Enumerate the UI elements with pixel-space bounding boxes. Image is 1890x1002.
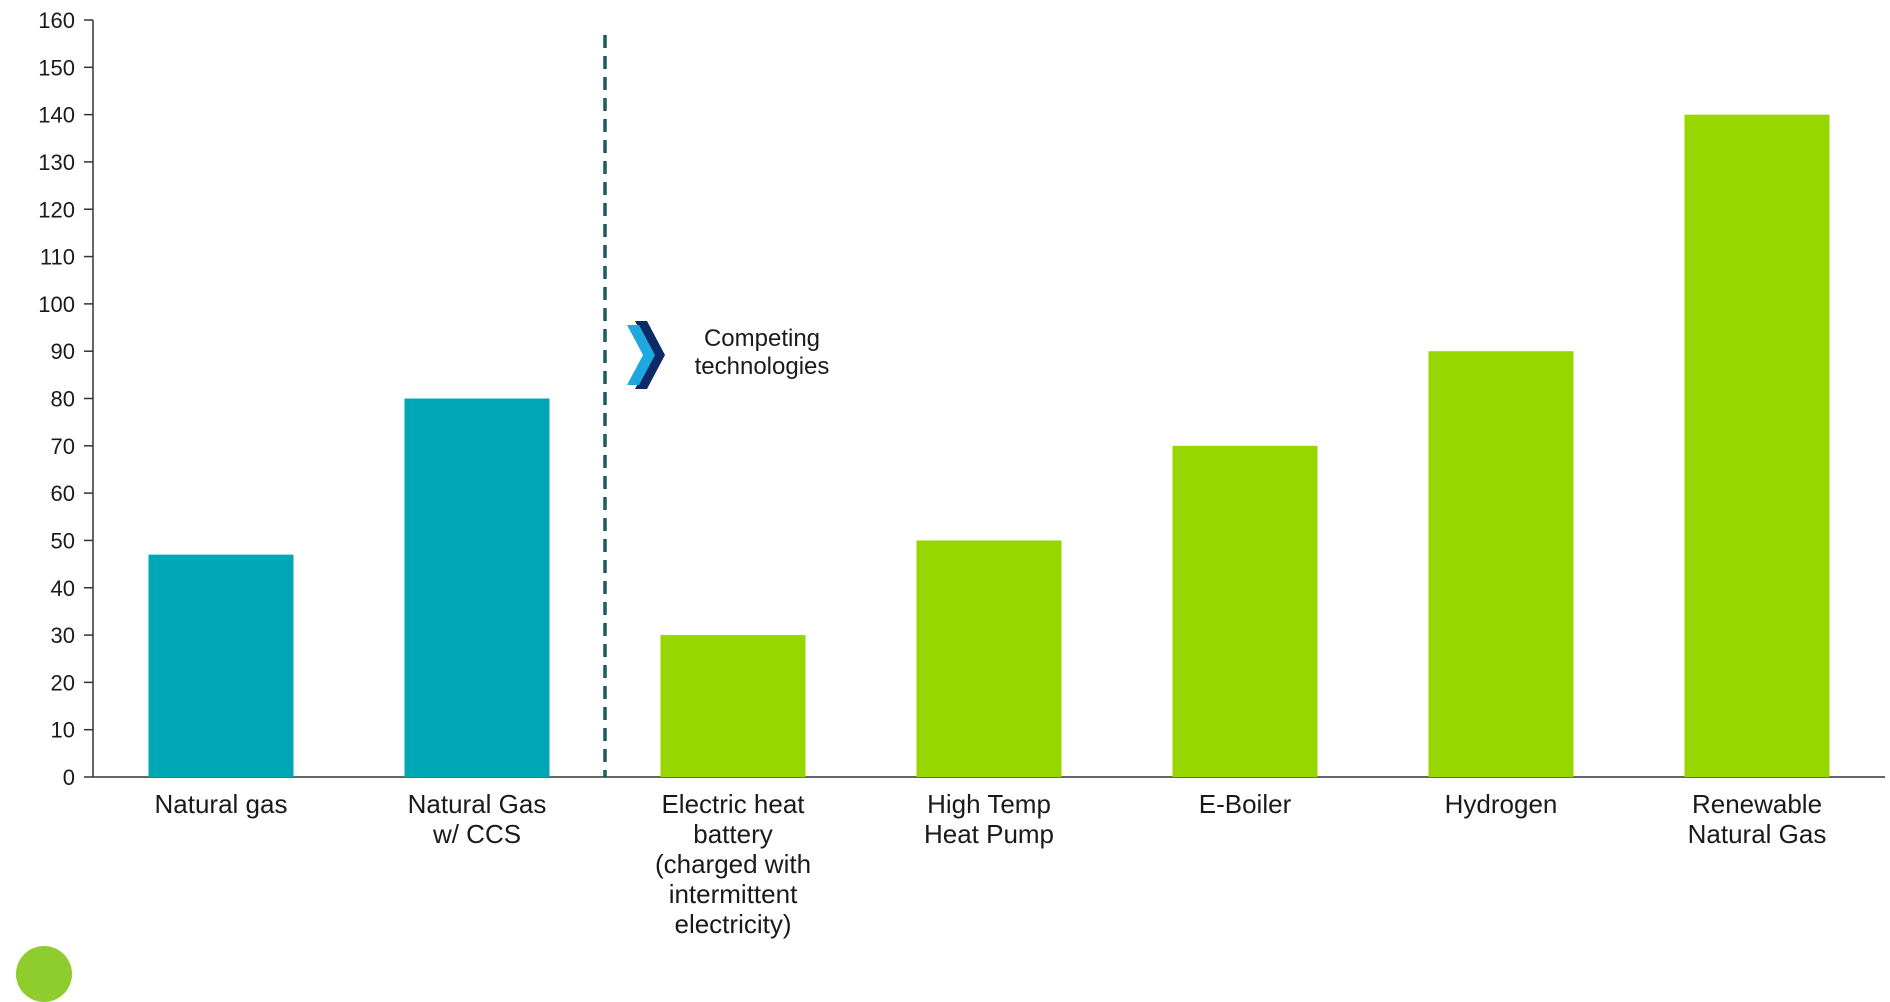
x-category-label: Hydrogen [1445, 789, 1558, 819]
y-tick-label: 160 [38, 8, 75, 33]
y-axis: 0 10 20 30 40 50 60 70 80 90 100 110 120 130 140 150 160 [38, 8, 94, 790]
y-tick-label: 110 [40, 245, 75, 270]
y-tick-label: 120 [38, 197, 75, 222]
y-tick-label: 70 [51, 434, 75, 459]
chevron-back [635, 321, 665, 389]
competing-technologies-annotation: Competing technologies [627, 321, 829, 389]
y-tick-label: 30 [51, 623, 75, 648]
bar [1428, 351, 1574, 777]
chevron-front [627, 325, 655, 385]
y-tick-label: 50 [51, 528, 75, 553]
y-tick-label: 150 [38, 55, 75, 80]
y-tick-label: 140 [38, 103, 75, 128]
double-chevron-right-icon [627, 321, 665, 389]
y-tick-label: 90 [51, 339, 75, 364]
bar [660, 635, 806, 777]
corner-logo-badge [16, 946, 72, 1002]
bar [1172, 445, 1318, 777]
bar [916, 540, 1062, 777]
y-tick-label: 0 [63, 765, 75, 790]
x-category-label: High Temp Heat Pump [924, 789, 1054, 849]
x-category-label: E-Boiler [1199, 789, 1292, 819]
bars [148, 114, 1830, 777]
y-tick-label: 80 [51, 387, 75, 412]
bar [148, 554, 294, 777]
annotation-label: Competing technologies [695, 325, 830, 380]
x-category-label: Renewable Natural Gas [1688, 789, 1827, 849]
y-tick-label: 60 [51, 481, 75, 506]
bar [404, 398, 550, 777]
y-tick-label: 100 [38, 292, 75, 317]
x-category-label: Natural gas [155, 789, 288, 819]
x-category-label: Electric heat battery (charged with intermi… [655, 789, 811, 939]
y-tick-label: 40 [51, 576, 75, 601]
x-axis: Natural gas Natural Gas w/ CCS Electric hea… [93, 776, 1885, 939]
y-tick-label: 10 [51, 718, 75, 743]
y-tick-label: 20 [51, 670, 75, 695]
bar [1684, 114, 1830, 777]
bar-chart: 0 10 20 30 40 50 60 70 80 90 100 110 120 130 140 150 160… [38, 8, 1885, 939]
x-category-label: Natural Gas w/ CCS [408, 789, 547, 849]
y-tick-label: 130 [38, 150, 75, 175]
